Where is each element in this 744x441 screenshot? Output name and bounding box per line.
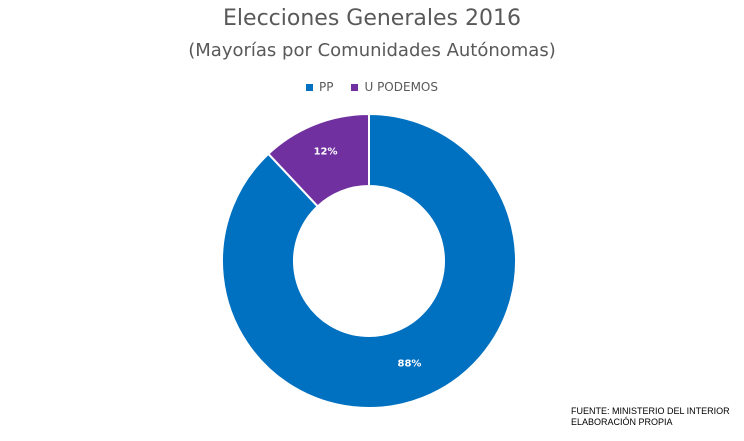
- legend-swatch-u-podemos: [351, 83, 359, 91]
- legend-label-u-podemos: U PODEMOS: [364, 80, 438, 94]
- legend-label-pp: PP: [318, 80, 334, 94]
- slice-pp[interactable]: [221, 112, 518, 409]
- legend-item-u-podemos[interactable]: U PODEMOS: [351, 80, 438, 94]
- slice-u-podemos[interactable]: [266, 112, 370, 208]
- source-note: FUENTE: MINISTERIO DEL INTERIOR ELABORAC…: [571, 406, 730, 428]
- source-line-1: FUENTE: MINISTERIO DEL INTERIOR: [571, 406, 730, 416]
- chart-legend: PP U PODEMOS: [0, 80, 744, 94]
- data-label-u-podemos: 12%: [314, 146, 338, 157]
- chart-subtitle: (Mayorías por Comunidades Autónomas): [188, 40, 556, 61]
- data-label-pp: 88%: [398, 358, 422, 369]
- legend-item-pp[interactable]: PP: [305, 80, 334, 94]
- legend-swatch-pp: [305, 83, 313, 91]
- chart-title: Elecciones Generales 2016: [223, 6, 521, 31]
- source-line-2: ELABORACIÓN PROPIA: [571, 417, 673, 427]
